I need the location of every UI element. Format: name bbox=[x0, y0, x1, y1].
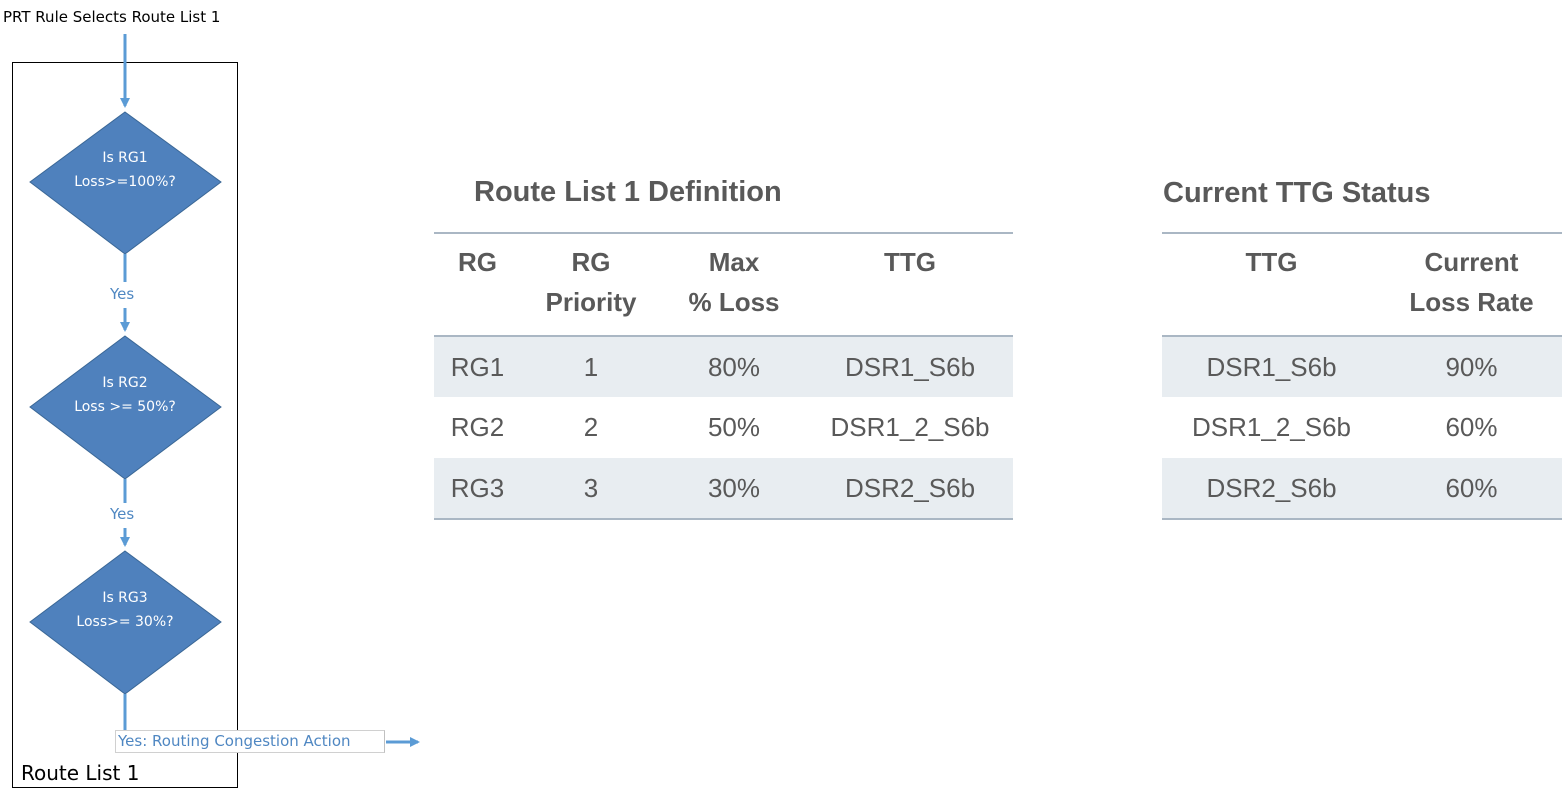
decision-1-line1: Is RG1 bbox=[102, 150, 148, 166]
header-cell: TTG bbox=[1162, 232, 1381, 337]
table-cell: 90% bbox=[1381, 336, 1562, 397]
decision-2-text: Is RG2 Loss >= 50%? bbox=[30, 371, 220, 419]
route-list-label: Route List 1 bbox=[21, 761, 140, 785]
table-cell: DSR1_2_S6b bbox=[830, 412, 990, 442]
edge-label-yes-2: Yes bbox=[110, 505, 135, 523]
table-row: RG2 2 50% DSR1_2_S6b bbox=[434, 397, 1013, 458]
ttg-status-table: TTG Current Loss Rate DSR1_S6b 90% DSR1_… bbox=[1162, 232, 1562, 520]
ttg-status-table-header-row: TTG Current Loss Rate bbox=[1162, 232, 1562, 337]
table-cell: DSR2_S6b bbox=[1162, 458, 1381, 520]
decision-2-line1: Is RG2 bbox=[102, 375, 148, 391]
table-cell: 3 bbox=[521, 458, 661, 520]
decision-2-line2: Loss >= 50%? bbox=[74, 399, 176, 415]
edge-label-yes-1: Yes bbox=[110, 285, 135, 303]
table-row: RG3 3 30% DSR2_S6b bbox=[434, 458, 1013, 520]
route-list-table: RG RG Priority Max % Loss TTG RG1 1 80% … bbox=[434, 232, 1013, 520]
table-cell: DSR1_S6b bbox=[1162, 336, 1381, 397]
decision-1-text: Is RG1 Loss>=100%? bbox=[30, 146, 220, 194]
decision-1-line2: Loss>=100%? bbox=[74, 174, 176, 190]
table-cell: 60% bbox=[1445, 412, 1498, 442]
table-cell: DSR2_S6b bbox=[807, 458, 1013, 520]
entry-caption: PRT Rule Selects Route List 1 bbox=[3, 8, 221, 26]
decision-3-line1: Is RG3 bbox=[102, 590, 148, 606]
table-row: DSR2_S6b 60% bbox=[1162, 458, 1562, 520]
table-cell: 1 bbox=[521, 336, 661, 397]
decision-3-line2: Loss>= 30%? bbox=[76, 614, 174, 630]
table-cell: 80% bbox=[661, 336, 807, 397]
decision-3-text: Is RG3 Loss>= 30%? bbox=[30, 586, 220, 634]
exit-label: Yes: Routing Congestion Action bbox=[115, 730, 385, 753]
header-cell: Current Loss Rate bbox=[1381, 232, 1562, 337]
table-row: DSR1_S6b 90% bbox=[1162, 336, 1562, 397]
table-row: RG1 1 80% DSR1_S6b bbox=[434, 336, 1013, 397]
header-cell: TTG bbox=[807, 232, 1013, 337]
header-cell: RG bbox=[434, 232, 521, 337]
table-cell: RG1 bbox=[434, 336, 521, 397]
header-cell: RG Priority bbox=[521, 232, 661, 337]
table-cell: 30% bbox=[661, 458, 807, 520]
table-cell: 60% bbox=[1381, 458, 1562, 520]
table-cell: RG3 bbox=[434, 458, 521, 520]
route-list-table-title: Route List 1 Definition bbox=[474, 176, 782, 208]
table-cell: DSR1_2_S6b bbox=[1192, 412, 1351, 442]
table-cell: 2 bbox=[583, 412, 599, 442]
route-list-table-header-row: RG RG Priority Max % Loss TTG bbox=[434, 232, 1013, 337]
table-row: DSR1_2_S6b 60% bbox=[1162, 397, 1562, 458]
ttg-status-table-title: Current TTG Status bbox=[1163, 177, 1431, 209]
header-cell: Max % Loss bbox=[661, 232, 807, 337]
table-cell: RG2 bbox=[450, 412, 505, 442]
table-cell: 50% bbox=[707, 412, 761, 442]
table-cell: DSR1_S6b bbox=[807, 336, 1013, 397]
